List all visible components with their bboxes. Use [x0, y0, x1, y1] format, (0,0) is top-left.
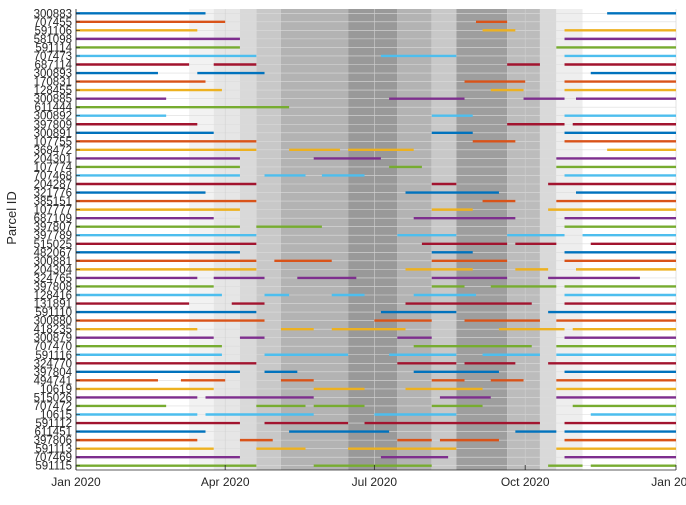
y-tick-label: 611451: [34, 427, 72, 439]
y-tick-label: 204304: [34, 264, 73, 276]
y-axis-label: Parcel ID: [4, 191, 19, 244]
y-tick-label: 581098: [34, 34, 72, 46]
y-tick-label: 300885: [34, 94, 72, 106]
y-tick-label: 300881: [34, 256, 72, 268]
y-tick-label: 707473: [34, 51, 72, 63]
y-tick-label: 591112: [35, 418, 72, 430]
y-tick-label: 515026: [34, 392, 72, 404]
shade-band-9: [507, 9, 540, 470]
y-tick-label: 128416: [34, 290, 72, 302]
y-tick-label: 131891: [34, 299, 72, 311]
y-tick-label: 707469: [34, 452, 72, 464]
y-tick-label: 324765: [34, 273, 72, 285]
y-tick-label: 397809: [34, 119, 72, 131]
y-tick-label: 300892: [34, 111, 72, 123]
y-tick-label: 515025: [34, 239, 72, 251]
y-tick-label: 397804: [34, 367, 73, 379]
y-tick-label: 494741: [34, 375, 72, 387]
y-tick-label: 611444: [34, 102, 72, 114]
y-tick-label: 107755: [34, 136, 72, 148]
y-tick-label: 300883: [34, 8, 72, 20]
shade-band-4: [280, 9, 349, 470]
y-tick-label: 591110: [35, 307, 72, 319]
y-tick-label: 321776: [34, 188, 72, 200]
shade-band-11: [556, 9, 583, 470]
x-tick-label: Jul 2020: [352, 475, 398, 489]
y-tick-label: 128455: [34, 85, 72, 97]
y-tick-label: 687114: [34, 59, 72, 71]
shade-band-2: [239, 9, 257, 470]
y-tick-label: 591116: [35, 350, 72, 362]
y-tick-label: 397789: [34, 230, 72, 242]
shade-band-6: [397, 9, 432, 470]
y-tick-label: 368472: [34, 145, 72, 157]
y-tick-label: 204287: [34, 179, 72, 191]
y-tick-label: 397807: [34, 222, 72, 234]
y-tick-label: 204301: [34, 153, 72, 165]
y-tick-label: 397808: [34, 281, 72, 293]
shade-band-1: [213, 9, 240, 470]
y-tick-label: 707468: [34, 170, 72, 182]
y-tick-label: 107777: [34, 205, 72, 217]
x-tick-label: Apr 2020: [201, 475, 250, 489]
y-tick-label: 687109: [34, 213, 72, 225]
shade-band-8: [456, 9, 508, 470]
y-tick-label: 397806: [34, 435, 72, 447]
x-tick-label: Oct 2020: [501, 475, 550, 489]
background-bands: [189, 9, 583, 470]
y-tick-label: 107774: [34, 162, 73, 174]
shade-band-3: [256, 9, 281, 470]
shade-band-5: [348, 9, 398, 470]
y-tick-label: 591114: [35, 42, 72, 54]
y-tick-label: 591115: [35, 461, 72, 473]
y-tick-label: 591106: [34, 25, 72, 37]
y-tick-label: 300891: [34, 128, 72, 140]
x-tick-label: Jan 2021: [651, 475, 686, 489]
y-tick-label: 591113: [35, 444, 72, 456]
y-tick-label: 10615: [40, 410, 72, 422]
axes: Jan 2020 Apr 2020 Jul 2020 Oct 2020 Jan 2021…: [34, 8, 686, 489]
y-tick-label: 324770: [34, 358, 72, 370]
y-tick-label: 707470: [34, 341, 72, 353]
y-tick-label: 300893: [34, 68, 72, 80]
shade-band-10: [539, 9, 557, 470]
x-tick-label: Jan 2020: [51, 475, 101, 489]
y-tick-label: 300880: [34, 316, 72, 328]
y-tick-label: 418235: [34, 324, 72, 336]
y-tick-label: 300879: [34, 333, 72, 345]
y-tick-label: 385151: [34, 196, 72, 208]
y-tick-label: 10619: [40, 384, 72, 396]
y-tick-label: 707472: [34, 401, 72, 413]
shade-band-0: [189, 9, 214, 470]
y-tick-label: 170831: [34, 77, 72, 89]
parcel-segments: [76, 12, 676, 467]
y-tick-label: 707455: [34, 17, 72, 29]
y-tick-label: 482067: [34, 247, 72, 259]
shade-band-7: [431, 9, 457, 470]
